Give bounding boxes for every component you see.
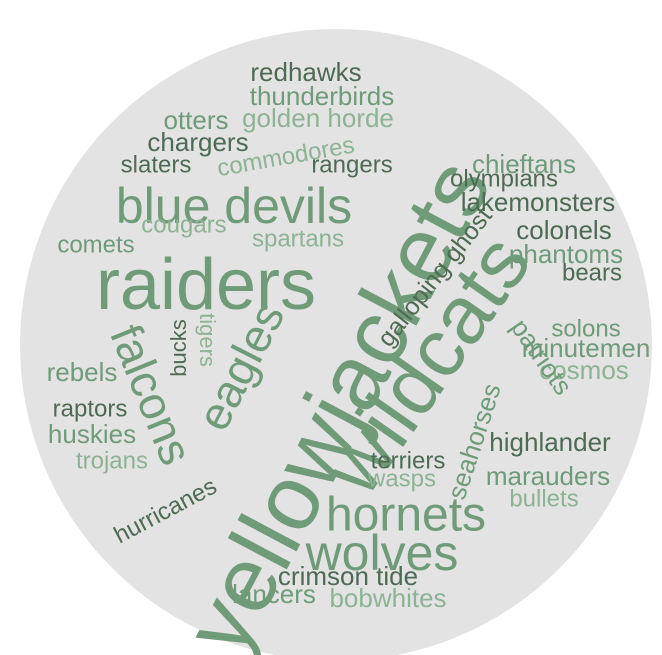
- word-trojans: trojans: [76, 447, 148, 474]
- word-chargers: chargers: [147, 127, 248, 157]
- word-colonels: colonels: [516, 215, 611, 245]
- word-chieftans: chieftans: [472, 149, 576, 179]
- word-crimson-tide: crimson tide: [278, 561, 418, 591]
- word-highlander: highlander: [489, 427, 611, 457]
- word-bears: bears: [562, 259, 622, 286]
- word-bobwhites: bobwhites: [329, 583, 446, 613]
- word-raptors: raptors: [53, 395, 128, 422]
- word-lancers: lancers: [232, 579, 316, 609]
- word-bucks: bucks: [166, 319, 191, 376]
- word-thunderbirds: thunderbirds: [250, 81, 395, 111]
- word-cougars: cougars: [141, 211, 226, 238]
- word-hornets: hornets: [326, 489, 486, 542]
- word-phantoms: phantoms: [509, 239, 623, 269]
- word-wasps: wasps: [367, 465, 436, 492]
- word-comets: comets: [57, 231, 134, 258]
- word-rangers: rangers: [311, 151, 392, 178]
- word-huskies: huskies: [48, 419, 136, 449]
- word-marauders: marauders: [486, 461, 610, 491]
- word-golden-horde: golden horde: [242, 103, 394, 133]
- word-rebels: rebels: [47, 357, 118, 387]
- word-blue-devils: blue devils: [116, 178, 352, 234]
- word-minutemen: minutemen: [522, 333, 651, 363]
- word-bullets: bullets: [509, 485, 578, 512]
- word-raiders: raiders: [96, 245, 316, 325]
- word-solons: solons: [551, 315, 620, 342]
- word-otters: otters: [163, 105, 228, 135]
- word-redhawks: redhawks: [250, 57, 361, 87]
- word-olympians: olympians: [450, 165, 558, 192]
- word-tigers: tigers: [195, 313, 220, 367]
- word-spartans: spartans: [252, 225, 344, 252]
- word-terriers: terriers: [371, 447, 446, 474]
- word-cosmos: cosmos: [539, 355, 629, 385]
- word-slaters: slaters: [121, 151, 192, 178]
- background-circle: [20, 29, 652, 655]
- word-lakemonsters: lakemonsters: [461, 187, 616, 217]
- word-wolves: wolves: [305, 525, 459, 581]
